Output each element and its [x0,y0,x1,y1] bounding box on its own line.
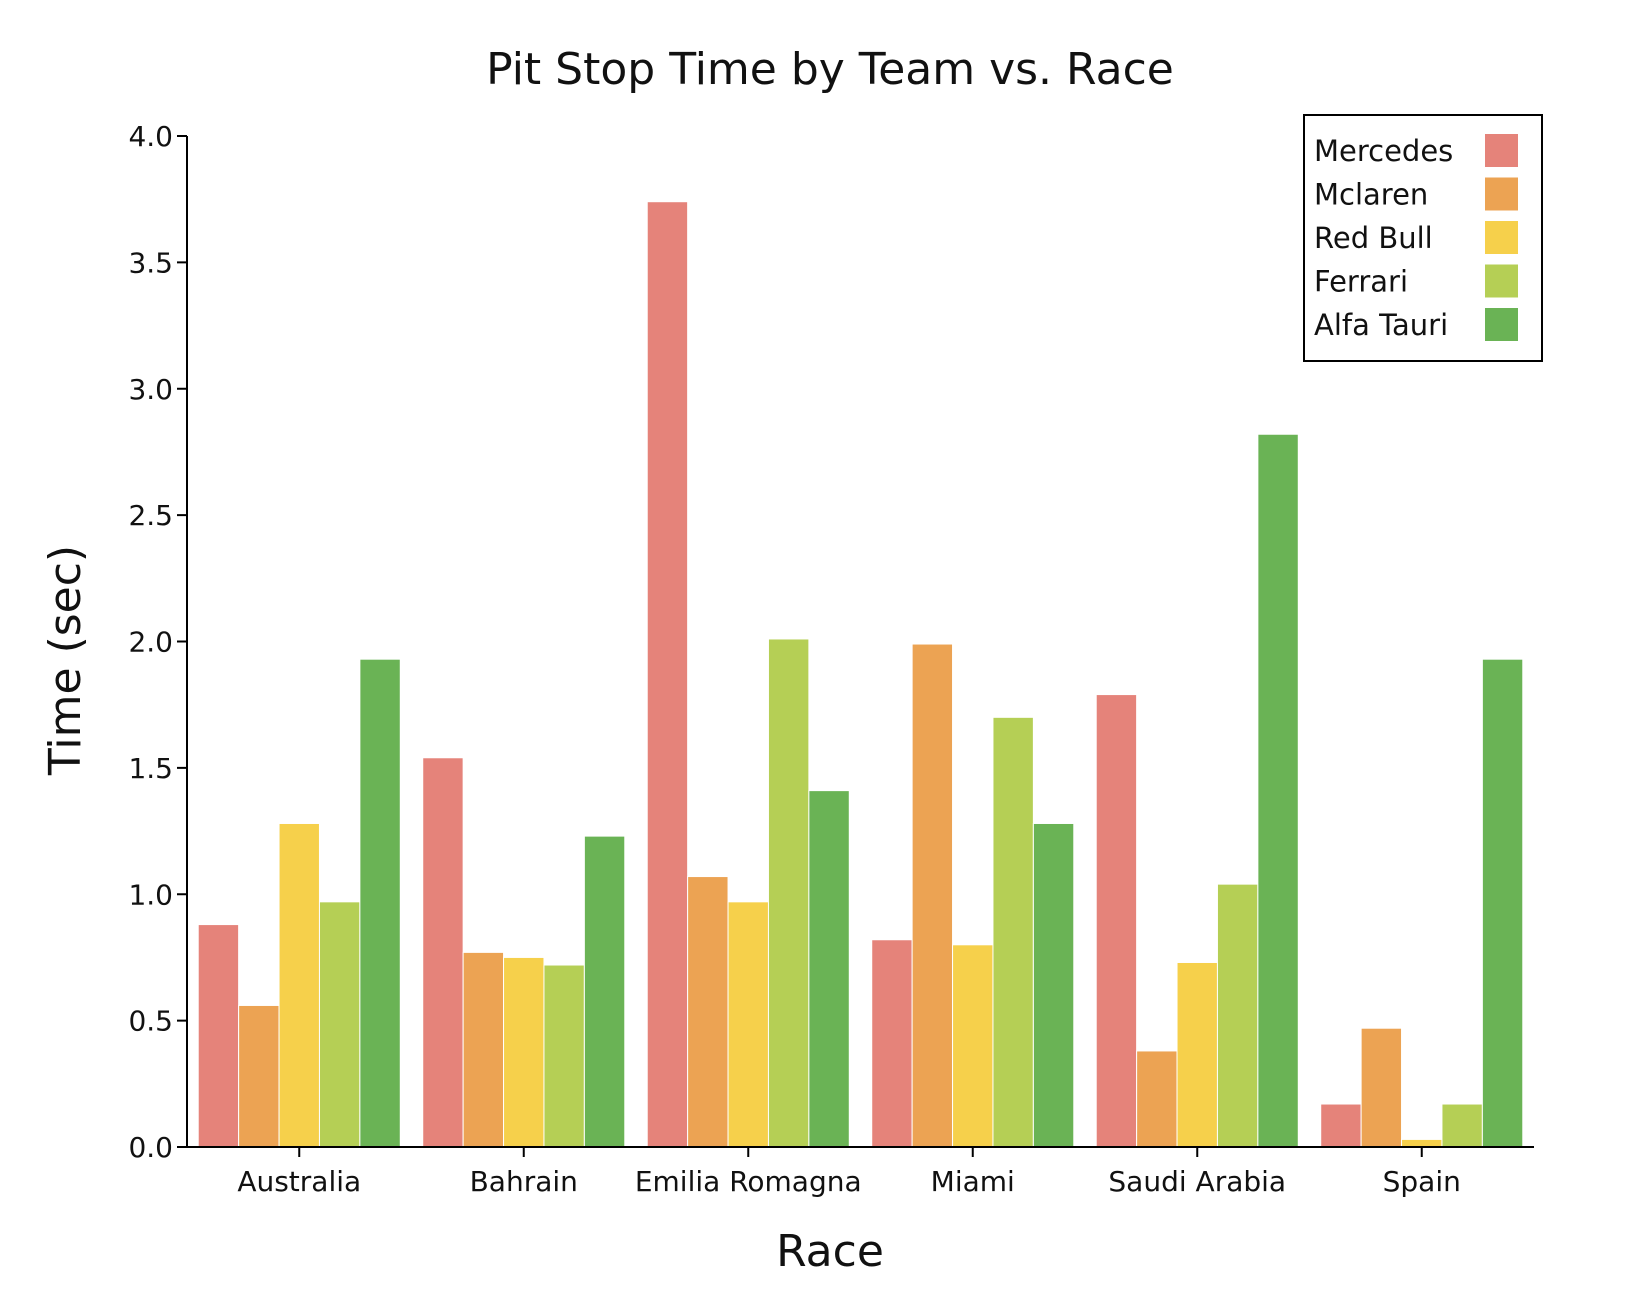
x-tick-label: Bahrain [470,1165,578,1198]
bar-red-bull-emilia-romagna [727,901,769,1148]
bar-mercedes-miami [871,939,913,1148]
y-tick-label: 4.0 [128,120,173,153]
y-axis: 0.0 0.5 1.0 1.5 2.0 2.5 3.0 3.5 4.0 [128,120,188,1164]
legend-label: Alfa Tauri [1314,308,1448,342]
y-tick-label: 0.0 [128,1131,173,1164]
y-tick-label: 1.5 [128,752,173,785]
bar-red-bull-miami [952,944,994,1148]
bar-mercedes-saudi-arabia [1095,694,1138,1148]
bar-alfa-tauri-saudi-arabia [1257,433,1299,1148]
bar-ferrari-spain [1441,1103,1483,1148]
y-tick-label: 0.5 [128,1005,173,1038]
bar-alfa-tauri-emilia-romagna [808,790,850,1148]
bar-red-bull-saudi-arabia [1176,961,1218,1148]
legend-label: Red Bull [1314,221,1433,255]
bar-ferrari-australia [318,901,361,1148]
x-tick-label: Miami [931,1165,1015,1198]
bar-mercedes-emilia-romagna [646,201,689,1148]
bar-red-bull-australia [278,822,320,1148]
bar-mercedes-australia [197,924,240,1148]
chart-title: Pit Stop Time by Team vs. Race [486,44,1174,95]
legend-label: Mercedes [1314,134,1453,168]
legend-label: Mclaren [1314,178,1428,212]
x-tick-label: Emilia Romagna [635,1165,862,1198]
bar-mclaren-miami [911,643,954,1148]
bar-mclaren-saudi-arabia [1136,1050,1178,1148]
bar-alfa-tauri-australia [359,658,401,1148]
bar-mclaren-bahrain [462,951,505,1148]
bar-ferrari-emilia-romagna [767,638,810,1148]
bar-mercedes-bahrain [422,757,464,1148]
x-axis: Australia Bahrain Emilia Romagna Miami Saudi… [187,1146,1534,1198]
y-tick-label: 3.5 [128,246,173,279]
x-tick-label: Saudi Arabia [1108,1165,1286,1198]
bar-mclaren-australia [238,1004,280,1148]
legend-swatch [1485,308,1518,341]
bar-red-bull-spain [1401,1138,1443,1148]
bar-mercedes-spain [1320,1103,1362,1148]
legend-swatch [1485,264,1518,298]
bar-ferrari-miami [992,716,1034,1148]
bar-mclaren-spain [1360,1027,1403,1148]
bar-alfa-tauri-spain [1481,658,1524,1148]
legend-swatch [1485,134,1518,167]
bar-alfa-tauri-bahrain [583,835,626,1148]
x-tick-label: Spain [1383,1165,1461,1198]
bar-ferrari-saudi-arabia [1216,883,1259,1148]
legend-label: Ferrari [1314,265,1408,299]
y-tick-label: 2.0 [128,626,173,659]
y-tick-label: 2.5 [128,499,173,532]
y-axis-label: Time (sec) [40,545,91,776]
x-tick-label: Australia [237,1165,361,1198]
bar-ferrari-bahrain [543,964,585,1148]
y-tick-label: 1.0 [128,878,173,911]
bar-red-bull-bahrain [503,956,545,1148]
bar-mclaren-emilia-romagna [687,876,729,1148]
x-axis-label: Race [776,1226,884,1277]
legend-swatch [1485,221,1518,254]
bars-group [197,201,1524,1148]
legend-swatch [1485,177,1518,211]
y-tick-label: 3.0 [128,373,173,406]
bar-alfa-tauri-miami [1032,822,1075,1148]
legend: Mercedes Mclaren Red Bull Ferrari Alfa Tauri [1303,114,1543,362]
